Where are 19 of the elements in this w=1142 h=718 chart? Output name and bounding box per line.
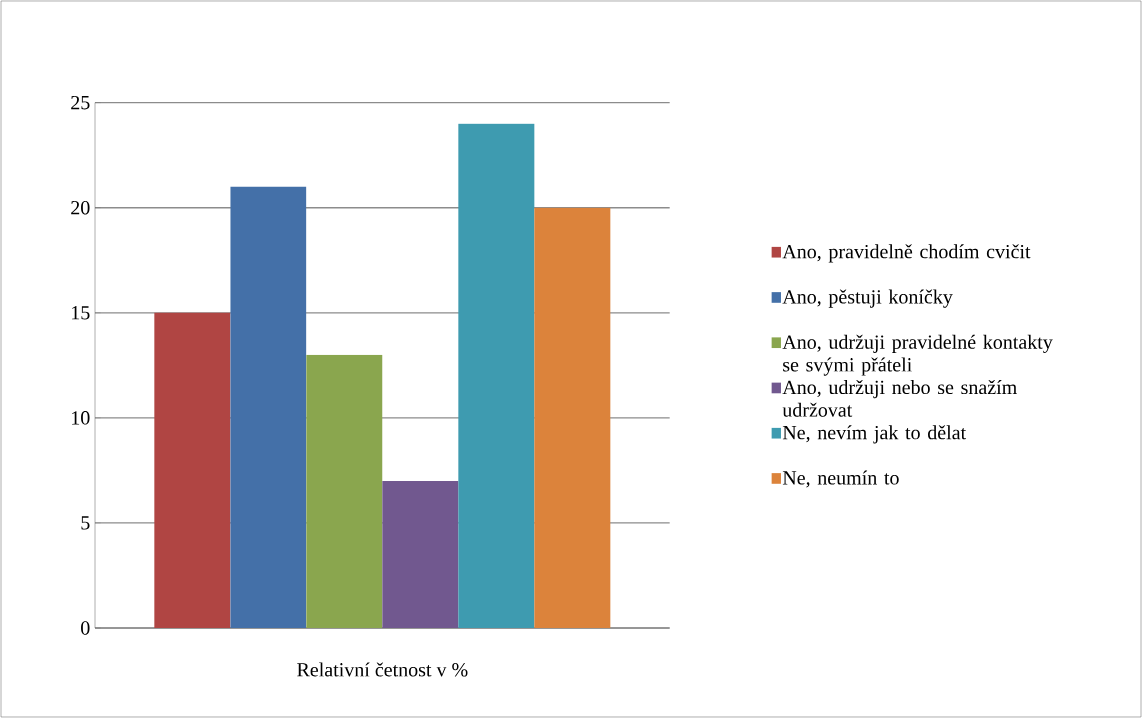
legend-label: Ano, pěstuji koníčky [782,289,953,308]
bar [534,207,611,628]
bar [306,354,383,628]
y-tick-label: 25 [71,95,90,110]
y-tick-label: 20 [71,200,90,215]
bar [154,312,231,628]
legend-label: Ano, pravidelně chodím cvičit [782,244,1031,263]
bar [382,480,459,628]
y-tick-label: 5 [81,516,90,530]
legend-label: Ne, nevím jak to dělat [782,425,967,444]
x-tick-label: Relativní četnost v % [297,662,468,677]
bar [458,123,535,628]
legend-label: Ano, udržuji pravidelné kontakty se svými přáteli [782,334,1053,376]
legend-label: Ano, udržuji nebo se snažím udržovat [782,380,1017,417]
y-tick-label: 15 [72,306,90,320]
legend-label: Ne, neumín to [782,470,899,488]
y-tick-label: 10 [72,411,90,425]
bar [230,186,307,628]
y-tick-label: 0 [81,621,90,635]
